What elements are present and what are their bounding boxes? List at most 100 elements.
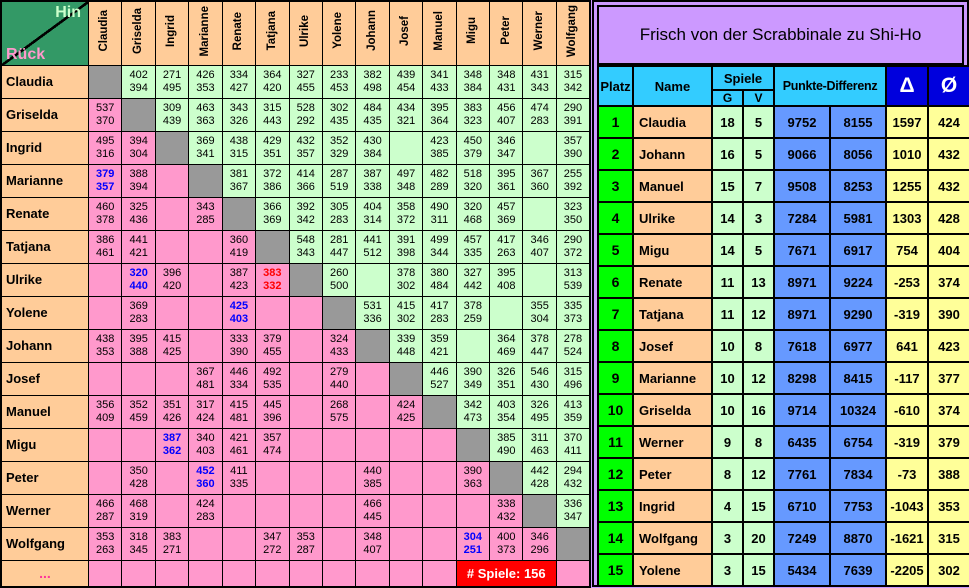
hin-score: 320	[463, 200, 483, 213]
score-cell-johann-vs-manuel: 359 421	[422, 328, 457, 363]
standings-row: 11 Werner 9 8 6435 6754 -319 379	[597, 425, 969, 459]
diagonal-cell	[455, 427, 491, 462]
rueck-score: 411	[564, 444, 582, 457]
diagonal-cell	[555, 526, 591, 561]
score-cell-josef-vs-manuel: 446 527	[422, 361, 457, 396]
score-cell-tatjana-vs-manuel: 499 344	[422, 229, 457, 264]
score-cell-renate-vs-peter: 457 369	[489, 196, 524, 231]
score-cell-ulrike-vs-griselda: 320 440	[121, 262, 156, 297]
score-cell-migu-vs-renate: 421 461	[221, 427, 257, 462]
rueck-score: 342	[296, 213, 315, 226]
score-cell-tatjana-vs-werner: 346 407	[522, 229, 557, 264]
hin-score: 468	[129, 497, 148, 510]
hin-score: 364	[497, 332, 516, 345]
rueck-score: 354	[497, 411, 516, 424]
hin-score: 446	[430, 365, 449, 378]
rueck-score: 357	[96, 180, 115, 193]
score-cell-peter-vs-johann: 440 385	[355, 460, 390, 495]
score-cell-manuel-vs-renate: 415 481	[221, 394, 257, 429]
col-header-label: Josef	[399, 15, 412, 46]
rueck-score: 431	[497, 81, 516, 94]
empty-cell	[388, 526, 424, 561]
points-against-cell: 7834	[829, 457, 888, 491]
row-label-wolfgang: Wolfgang	[0, 526, 89, 561]
col-header-label: Johann	[365, 10, 378, 52]
row-label-josef: Josef	[0, 361, 89, 396]
hin-score: 353	[296, 530, 315, 543]
diagonal-cell	[321, 295, 357, 330]
rueck-score: 436	[129, 213, 148, 226]
score-cell-manuel-vs-claudia: 356 409	[87, 394, 123, 429]
rueck-score: 433	[329, 345, 349, 358]
header-platz: Platz	[597, 65, 634, 107]
rueck-score: 263	[96, 543, 115, 556]
empty-cell	[388, 427, 424, 462]
hin-score: 326	[530, 398, 549, 411]
standings-row: 2 Johann 16 5 9066 8056 1010 432	[597, 137, 969, 171]
wins-cell: 4	[711, 489, 744, 523]
hin-score: 313	[563, 266, 583, 279]
empty-cell	[121, 559, 156, 588]
score-cell-claudia-vs-ulrike: 327 455	[288, 64, 323, 99]
hin-score: 390	[463, 365, 483, 378]
hin-score: 346	[497, 134, 516, 147]
rueck-score: 575	[329, 411, 349, 424]
rueck-score: 390	[563, 147, 583, 160]
wins-cell: 18	[711, 105, 744, 139]
hin-score: 414	[296, 167, 315, 180]
diagonal-cell	[288, 262, 323, 297]
score-cell-peter-vs-renate: 411 335	[221, 460, 257, 495]
rueck-score: 335	[463, 246, 483, 259]
score-cell-tatjana-vs-johann: 441 512	[355, 229, 390, 264]
hin-score: 429	[263, 134, 282, 147]
hin-score: 463	[196, 101, 215, 114]
score-cell-werner-vs-marianne: 424 283	[188, 493, 223, 528]
row-label-claudia: Claudia	[0, 64, 89, 99]
score-cell-wolfgang-vs-werner: 346 296	[522, 526, 557, 561]
standings-row: 9 Marianne 10 12 8298 8415 -117 377	[597, 361, 969, 395]
standings-row: 13 Ingrid 4 15 6710 7753 -1043 353	[597, 489, 969, 523]
score-cell-josef-vs-migu: 390 349	[455, 361, 491, 396]
rueck-score: 302	[396, 312, 416, 325]
points-for-cell: 8971	[773, 265, 832, 299]
page-title: Frisch von der Scrabbinale zu Shi-Ho	[597, 5, 964, 65]
wins-cell: 10	[711, 329, 744, 363]
hin-score: 425	[229, 299, 249, 312]
delta-cell: -610	[885, 393, 930, 427]
row-label-manuel: Manuel	[0, 394, 89, 429]
score-cell-griselda-vs-ingrid: 309 439	[154, 97, 190, 132]
name-cell: Peter	[632, 457, 713, 491]
score-cell-griselda-vs-wolfgang: 290 391	[555, 97, 591, 132]
score-cell-marianne-vs-migu: 518 320	[455, 163, 491, 198]
name-cell: Manuel	[632, 169, 713, 203]
rueck-score: 369	[263, 213, 282, 226]
score-cell-claudia-vs-marianne: 426 353	[188, 64, 223, 99]
empty-cell	[288, 493, 323, 528]
rueck-score: 372	[563, 246, 583, 259]
platz-cell: 14	[597, 521, 634, 555]
hin-score: 378	[463, 299, 483, 312]
score-cell-werner-vs-claudia: 466 287	[87, 493, 123, 528]
score-cell-manuel-vs-ingrid: 351 426	[154, 394, 190, 429]
hin-score: 395	[430, 101, 449, 114]
rueck-score: 272	[263, 543, 282, 556]
points-against-cell: 5981	[829, 201, 888, 235]
name-cell: Ingrid	[632, 489, 713, 523]
hin-score: 388	[129, 167, 148, 180]
average-cell: 379	[927, 425, 969, 459]
rueck-score: 440	[329, 378, 349, 391]
points-against-cell: 7639	[829, 553, 888, 587]
rueck-score: 421	[129, 246, 148, 259]
delta-cell: -319	[885, 425, 930, 459]
empty-cell	[422, 460, 457, 495]
rueck-score: 461	[229, 444, 249, 457]
hin-score: 441	[363, 233, 382, 246]
score-cell-werner-vs-griselda: 468 319	[121, 493, 156, 528]
score-cell-ingrid-vs-ulrike: 432 357	[288, 130, 323, 165]
col-header-label: Tatjana	[265, 11, 278, 51]
losses-cell: 8	[741, 329, 776, 363]
score-cell-ingrid-vs-wolfgang: 357 390	[555, 130, 591, 165]
score-cell-ingrid-vs-migu: 450 379	[455, 130, 491, 165]
losses-cell: 5	[741, 105, 776, 139]
empty-cell	[221, 559, 257, 588]
